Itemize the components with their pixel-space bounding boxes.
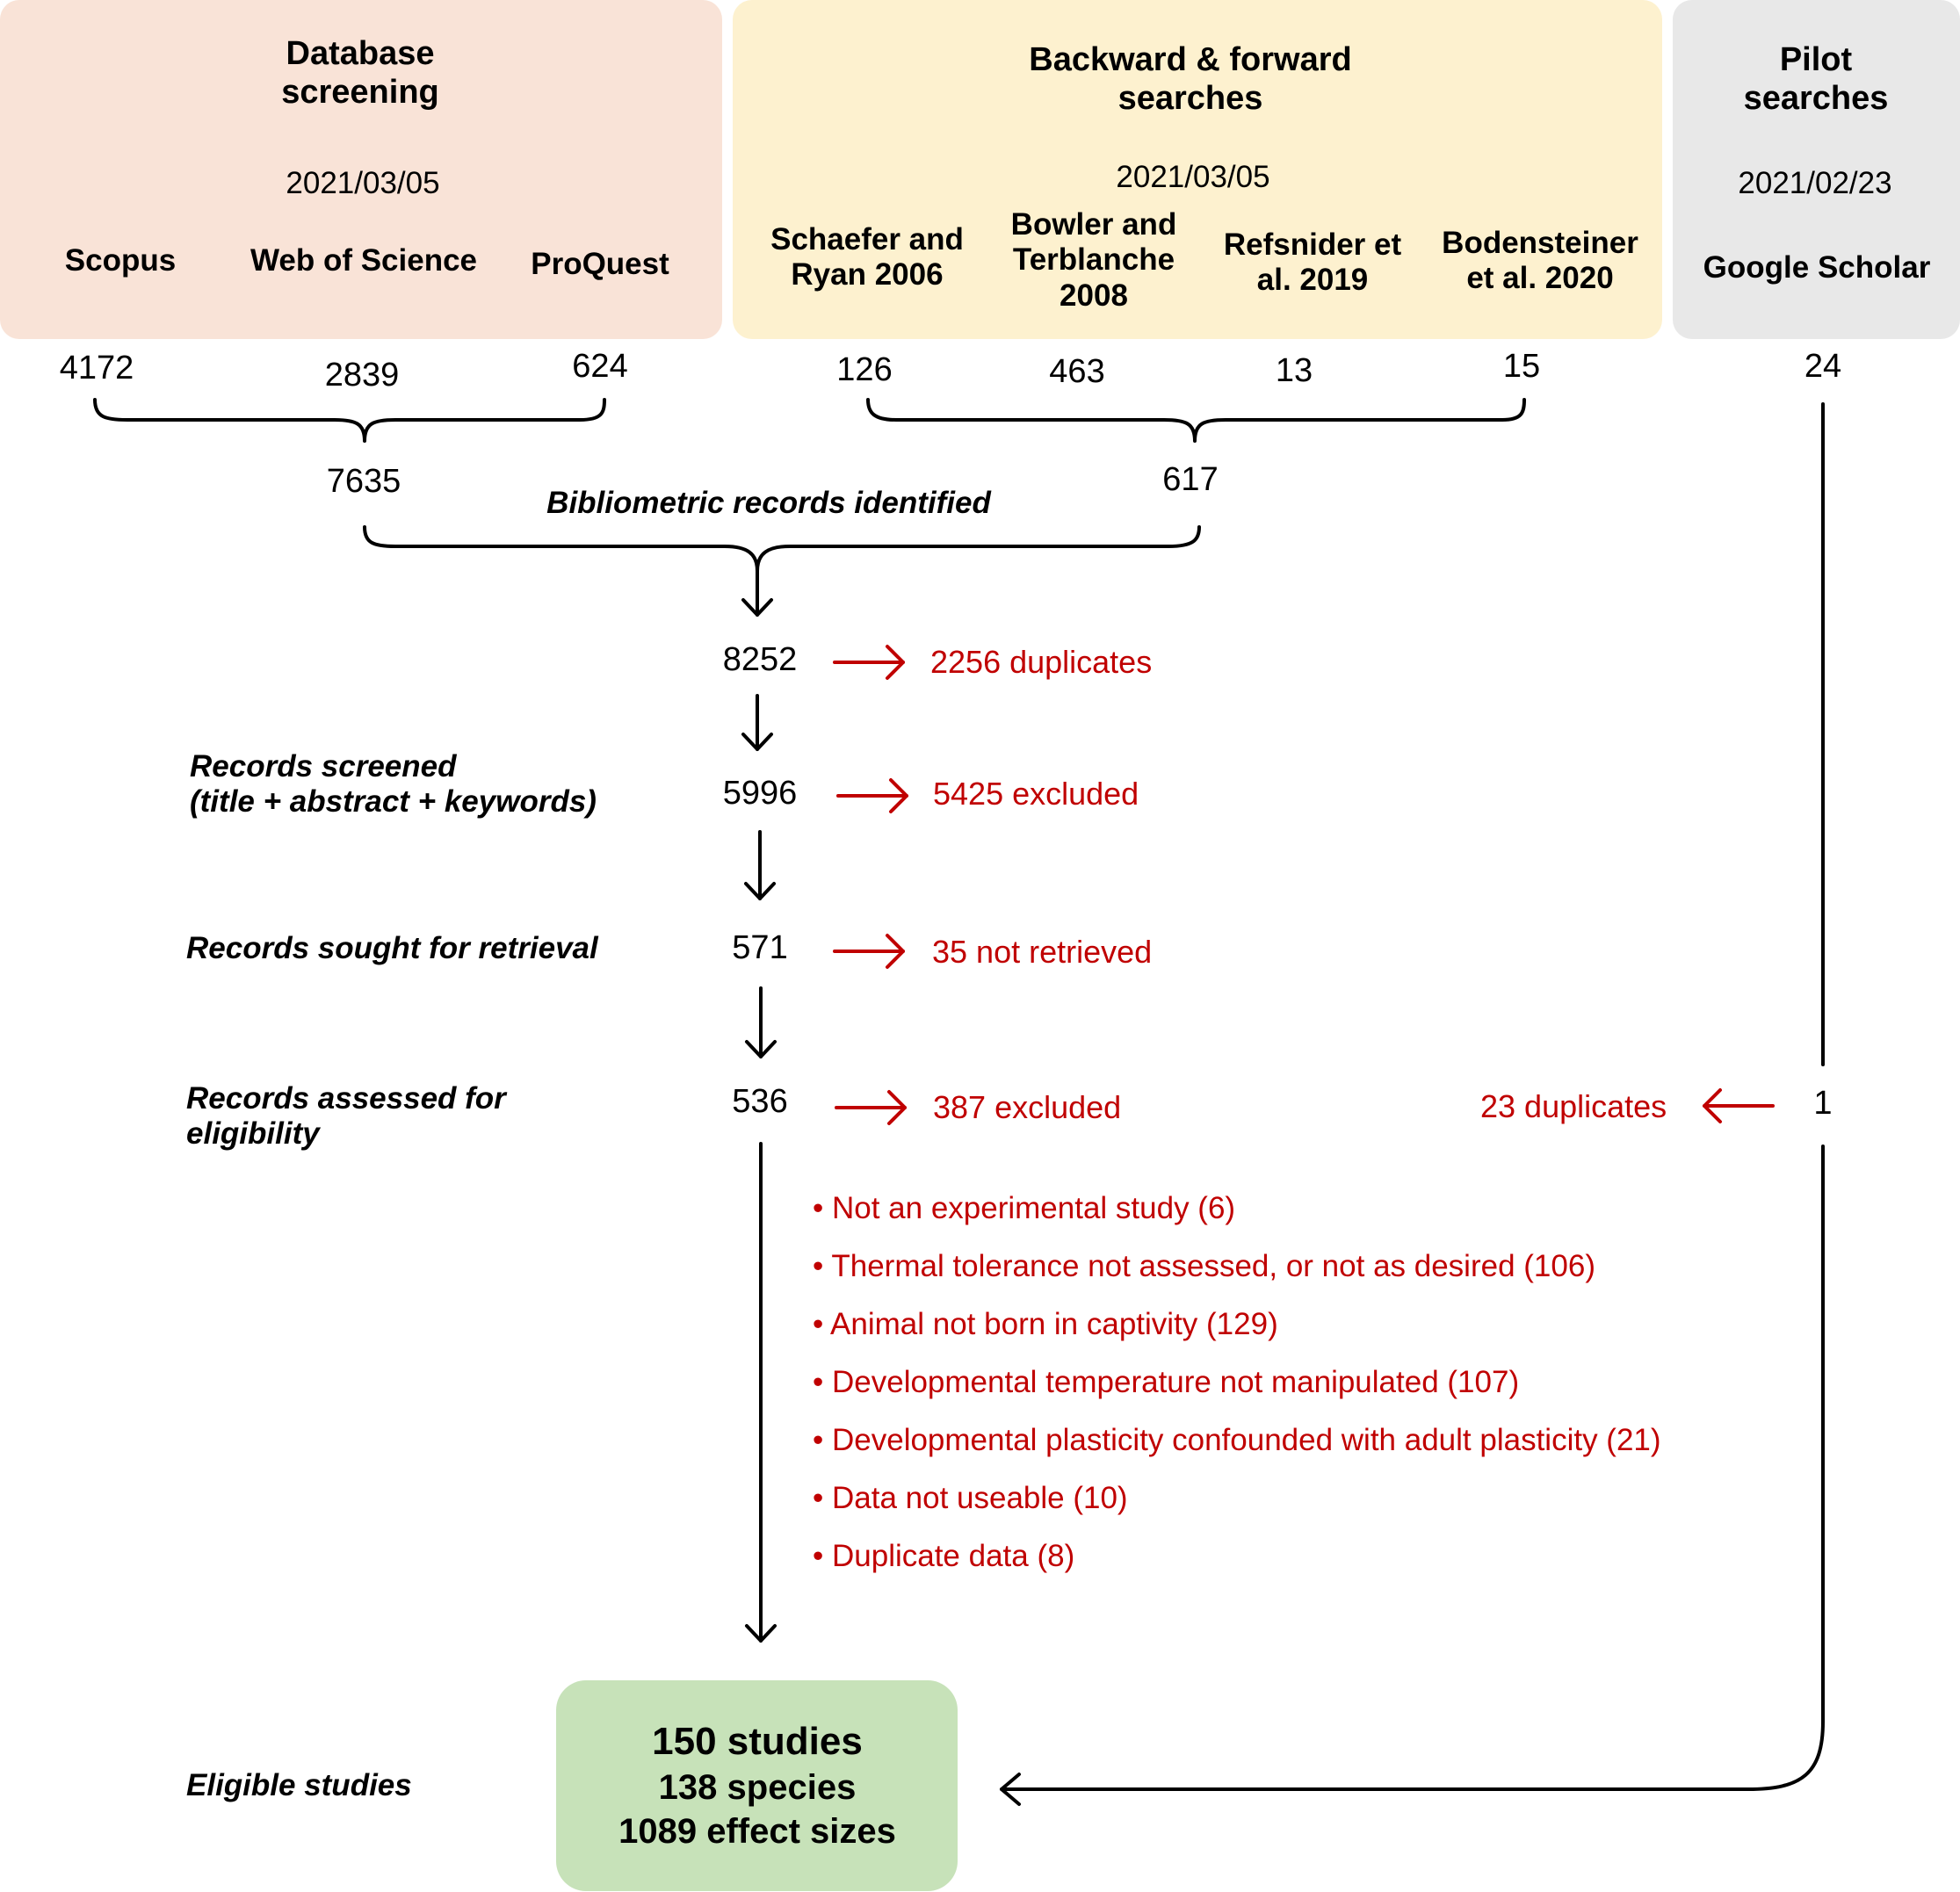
source-bowler-terblanche-2008: Bowler and Terblanche 2008 [1011,207,1177,314]
total-database: 7635 [326,463,401,500]
eligible-label: Eligible studies [186,1768,412,1802]
screened-label-line2: (title + abstract + keywords) [190,784,597,820]
exclusion-reason-text: Thermal tolerance not assessed, or not a… [831,1249,1595,1283]
source-line: al. 2019 [1256,263,1369,298]
source-scopus: Scopus [64,243,177,278]
assessed-excluded-text: 387 excluded [933,1089,1122,1125]
count-refsnider: 13 [1275,352,1313,389]
source-schaefer-ryan-2006: Schaefer and Ryan 2006 [770,222,964,293]
count-schaefer-ryan: 126 [836,351,893,388]
source-proquest: ProQuest [531,247,669,281]
pilot-date: 2021/02/23 [1738,166,1892,200]
assessed-label-line1: Records assessed for [186,1081,506,1116]
source-line: Schaefer and [770,222,964,256]
exclusion-reason-text: Animal not born in captivity (129) [830,1307,1278,1341]
source-web-of-science: Web of Science [250,243,478,278]
retrieval-label: Records sought for retrieval [186,931,598,965]
exclusion-reason-text: Developmental temperature not manipulate… [831,1365,1520,1399]
count-proquest: 624 [572,348,628,385]
assessed-label: Records assessed for eligibility [186,1081,506,1152]
exclusion-reason: • Thermal tolerance not assessed, or not… [813,1249,1595,1283]
identified-label: Bibliometric records identified [546,486,991,520]
pilot-line-bottom [1000,1145,1825,1791]
source-line: Bodensteiner [1442,226,1638,260]
source-line: Refsnider et [1223,227,1402,262]
exclusion-reason-text: Duplicate data (8) [831,1539,1075,1573]
exclusion-reason: • Developmental temperature not manipula… [813,1365,1520,1399]
count-assessed: 536 [732,1083,788,1120]
count-pilot-remaining: 1 [1813,1085,1833,1122]
screened-excluded-text: 5425 excluded [933,776,1139,812]
exclusion-reason-text: Data not useable (10) [831,1481,1128,1515]
pilot-duplicates-text: 23 duplicates [1480,1088,1667,1124]
total-backward-forward: 617 [1162,461,1219,498]
source-line: Ryan 2006 [791,257,944,292]
screened-label: Records screened (title + abstract + key… [190,749,597,820]
pilot-title-line2: searches [1743,79,1889,117]
duplicates-text: 2256 duplicates [930,644,1153,680]
backward-forward-date: 2021/03/05 [1116,160,1270,194]
backward-forward-searches-box [733,0,1662,339]
backward-forward-title-line1: Backward & forward [1029,41,1352,78]
exclusion-reason-text: Not an experimental study (6) [831,1191,1236,1225]
backward-forward-title: Backward & forward searches [1029,41,1351,118]
database-title-line1: Database [286,35,435,72]
count-scopus: 4172 [59,350,134,386]
source-line: Bowler and [1010,207,1177,242]
source-bodensteiner-2020: Bodensteiner et al. 2020 [1442,226,1638,297]
pilot-title-line1: Pilot [1779,41,1853,78]
exclusion-reason: • Data not useable (10) [813,1481,1128,1515]
not-retrieved-text: 35 not retrieved [932,934,1153,970]
eligible-studies-result-box [556,1680,958,1891]
count-google-scholar: 24 [1804,348,1842,385]
exclusion-reason: • Duplicate data (8) [813,1539,1075,1573]
database-title-line2: screening [281,73,439,111]
database-screening-box [0,0,722,339]
source-line: 2008 [1060,278,1128,313]
result-species: 138 species [658,1768,857,1807]
result-effect-sizes: 1089 effect sizes [618,1812,896,1851]
identified-brace [363,525,1201,573]
count-screened: 5996 [722,775,798,812]
screened-label-line1: Records screened [190,749,457,784]
database-date: 2021/03/05 [286,166,440,200]
count-bowler-terblanche: 463 [1049,353,1105,390]
pilot-title: Pilot searches [1744,41,1889,118]
exclusion-reason: • Not an experimental study (6) [813,1191,1236,1225]
database-title: Database screening [281,35,439,112]
result-studies: 150 studies [652,1720,863,1763]
database-brace [93,398,606,443]
count-web-of-science: 2839 [324,357,400,394]
exclusion-reason: • Developmental plasticity confounded wi… [813,1423,1661,1457]
backward-forward-title-line2: searches [1117,79,1263,117]
source-line: Terblanche [1012,242,1175,278]
backward-forward-brace [866,398,1526,443]
count-retrieval: 571 [732,929,788,966]
exclusion-reason: • Animal not born in captivity (129) [813,1307,1278,1341]
count-identified: 8252 [722,641,798,678]
exclusion-reason-text: Developmental plasticity confounded with… [831,1423,1661,1457]
source-google-scholar: Google Scholar [1703,250,1931,285]
assessed-label-line2: eligibility [186,1116,320,1152]
pilot-searches-box [1673,0,1960,339]
source-line: et al. 2020 [1466,261,1614,296]
source-refsnider-2019: Refsnider et al. 2019 [1224,227,1401,299]
count-bodensteiner: 15 [1502,348,1541,385]
